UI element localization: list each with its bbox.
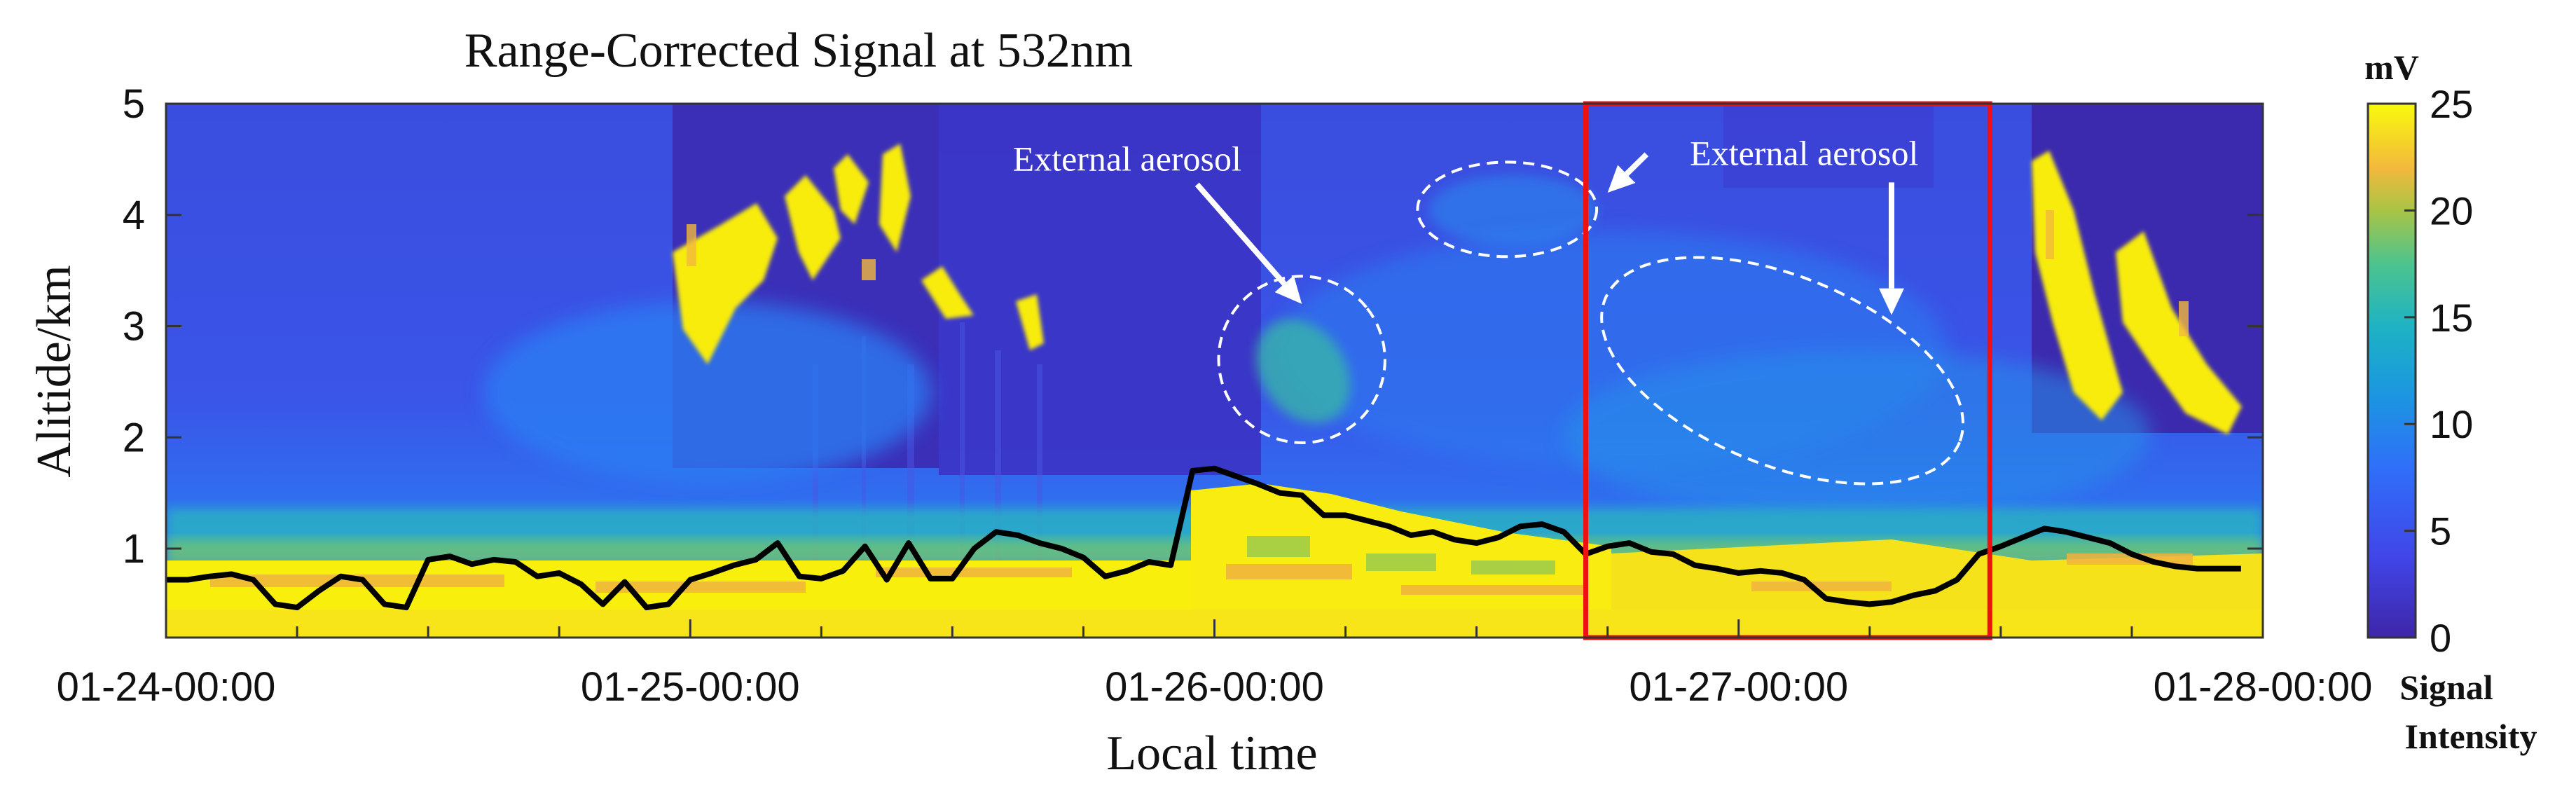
x-tick-label: 01-28-00:00 — [2154, 664, 2373, 710]
chart-title: Range-Corrected Signal at 532nm — [464, 24, 1133, 78]
dashed-ellipse — [1600, 256, 1965, 486]
aerosol-ellipses — [1217, 160, 1965, 486]
colorbar-tick-label: 25 — [2430, 82, 2473, 126]
x-tick-label: 01-24-00:00 — [57, 664, 276, 710]
x-axis-label: Local time — [1106, 727, 1317, 780]
arrow-head — [1274, 275, 1302, 304]
colorbar-gradient — [2367, 102, 2417, 639]
arrow-head — [1878, 288, 1904, 315]
colorbar-tick-label: 10 — [2430, 402, 2473, 446]
arrow-shaft — [1194, 182, 1287, 286]
annotation-label: External aerosol — [1690, 133, 1918, 172]
colorbar-unit: mV — [2364, 48, 2419, 87]
colorbar-tick-label: 5 — [2430, 509, 2451, 553]
arrow-shaft — [1624, 152, 1649, 177]
y-tick-label: 5 — [123, 81, 145, 127]
y-tick-label: 3 — [123, 304, 145, 350]
x-axis: 01-24-00:00 01-25-00:00 01-26-00:00 01-27-0… — [57, 619, 2373, 710]
annotations: External aerosol External aerosol — [1013, 133, 1918, 315]
y-tick-label: 4 — [123, 193, 145, 238]
arrow-head — [1607, 165, 1636, 193]
colorbar-tick-label: 15 — [2430, 296, 2473, 340]
y-tick-label: 1 — [123, 526, 145, 572]
x-tick-label: 01-25-00:00 — [581, 664, 800, 710]
x-tick-label: 01-27-00:00 — [1629, 664, 1848, 710]
signal-heatmap — [166, 104, 2263, 638]
colorbar-label-line2: Intensity — [2405, 717, 2537, 756]
boundary-layer-height-line — [166, 465, 2241, 611]
y-axis-label: Alitide/km — [27, 265, 81, 477]
colorbar-tick-label: 0 — [2430, 616, 2451, 660]
x-tick-label: 01-26-00:00 — [1105, 664, 1324, 710]
colorbar-tick-label: 20 — [2430, 188, 2473, 233]
annotation-label: External aerosol — [1013, 139, 1241, 178]
colorbar: mV 0 5 10 15 20 25 Signal Intensity — [2364, 48, 2537, 756]
y-tick-label: 2 — [123, 415, 145, 460]
colorbar-label-line1: Signal — [2399, 668, 2493, 707]
dashed-ellipse — [1217, 275, 1386, 444]
dashed-ellipse — [1416, 160, 1599, 259]
y-axis: 1 2 3 4 5 — [123, 81, 2263, 572]
